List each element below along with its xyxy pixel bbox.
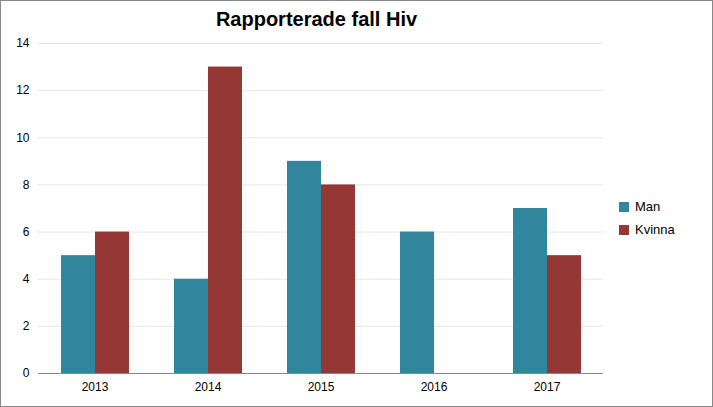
svg-text:4: 4 [23,272,30,286]
svg-text:6: 6 [23,225,30,239]
svg-text:14: 14 [16,36,30,50]
svg-text:10: 10 [16,131,30,145]
html-text:Rapporterade fall Hiv: Rapporterade fall Hiv [215,8,418,30]
svg-text:8: 8 [23,178,30,192]
html-text:Man: Man [635,199,661,214]
svg-text:12: 12 [16,83,30,97]
svg-text:2015: 2015 [308,380,335,394]
svg-text:2017: 2017 [534,380,561,394]
svg-text:0: 0 [23,366,30,380]
svg-text:2: 2 [23,319,30,333]
svg-text:2016: 2016 [421,380,448,394]
svg-text:2013: 2013 [82,380,109,394]
svg-text:2014: 2014 [195,380,222,394]
html-text:Kvinna: Kvinna [635,222,675,237]
